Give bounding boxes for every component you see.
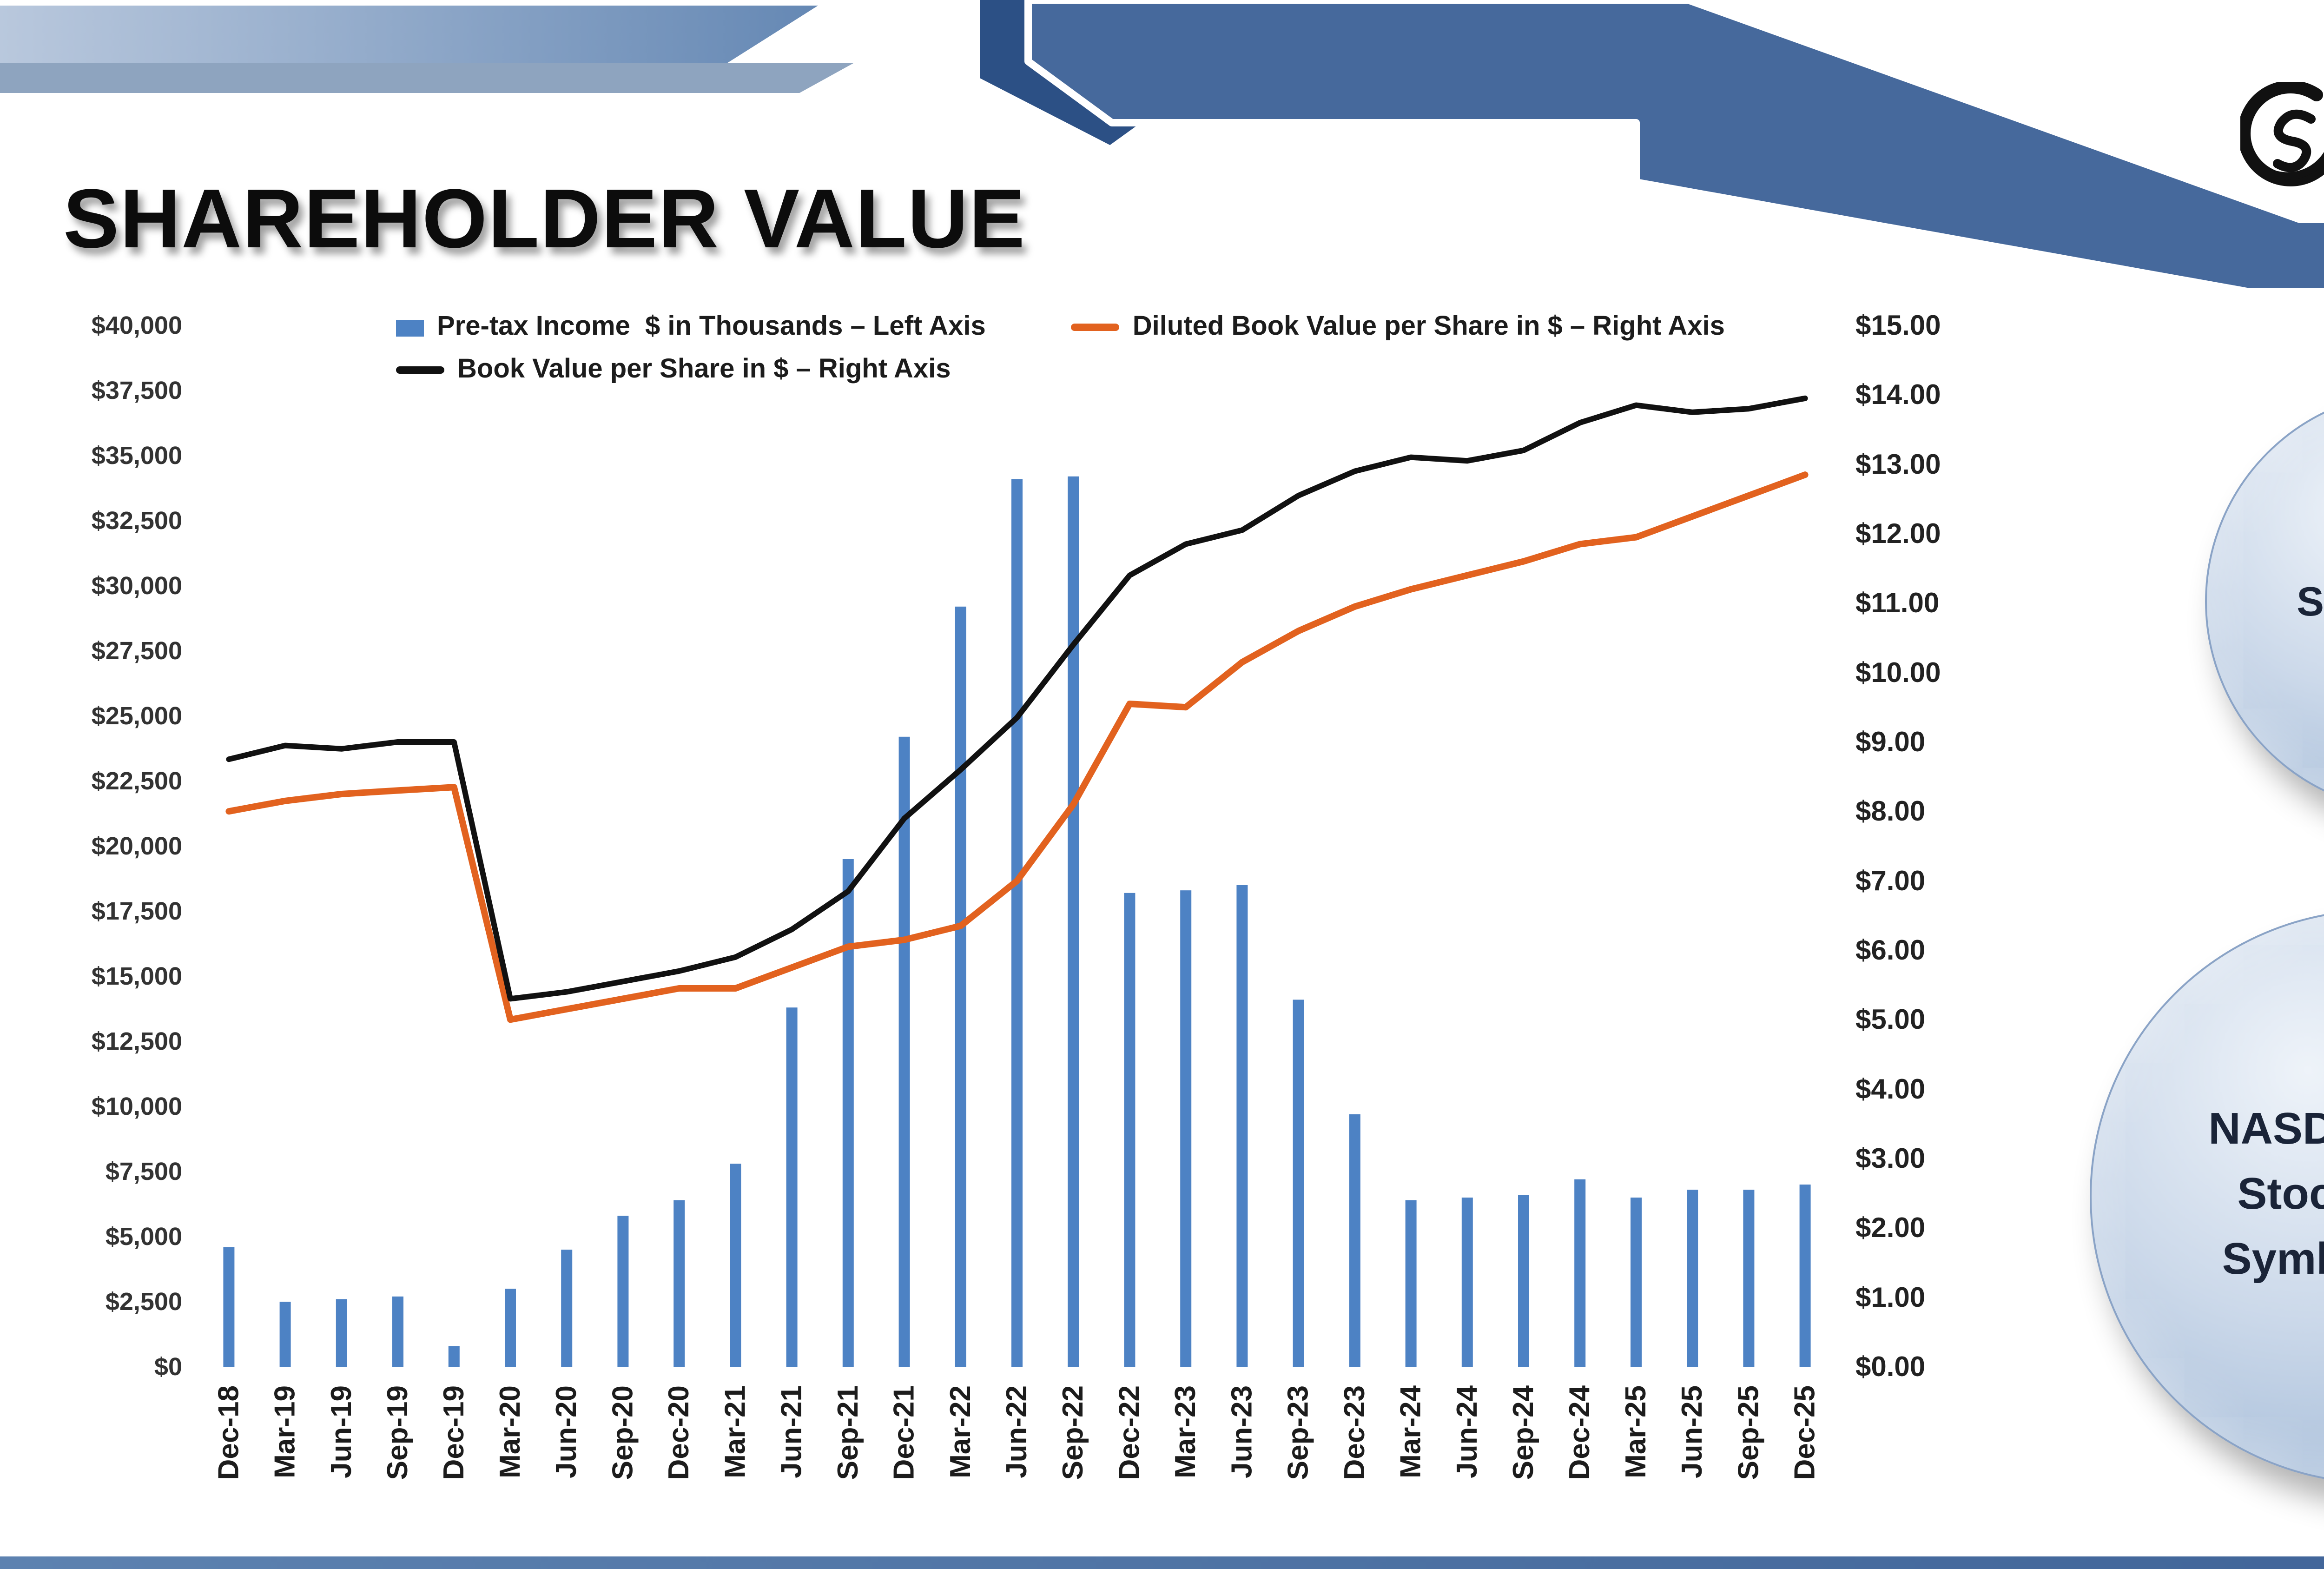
- svg-text:Dec-25: Dec-25: [1789, 1385, 1821, 1480]
- svg-text:Mar-21: Mar-21: [719, 1385, 751, 1478]
- svg-text:$1.00: $1.00: [1855, 1282, 1925, 1313]
- growing-badge-line-3: Value: [2297, 631, 2324, 691]
- svg-text:Dec-19: Dec-19: [438, 1385, 470, 1480]
- legend-item-pretax-income: Pre-tax Income $ in Thousands – Left Axi…: [396, 312, 986, 342]
- svg-text:Sep-25: Sep-25: [1732, 1385, 1764, 1480]
- svg-text:$3.00: $3.00: [1855, 1143, 1925, 1174]
- svg-text:$7.00: $7.00: [1855, 865, 1925, 896]
- legend-item-diluted-book-value: Diluted Book Value per Share in $ – Righ…: [1071, 312, 1725, 342]
- nasdaq-badge-text: NASDAQ Listed Stock- Ticker Symbol: CPSS: [2208, 1099, 2324, 1294]
- svg-text:Jun-25: Jun-25: [1676, 1385, 1708, 1478]
- svg-text:$15,000: $15,000: [92, 962, 182, 990]
- top-banner-decoration: [0, 0, 2324, 296]
- svg-text:$40,000: $40,000: [92, 311, 182, 339]
- svg-text:$8.00: $8.00: [1855, 795, 1925, 827]
- svg-text:Mar-19: Mar-19: [269, 1385, 301, 1478]
- svg-text:$20,000: $20,000: [92, 832, 182, 860]
- legend-bar-marker: [396, 319, 424, 336]
- banner-gradient-bar: [0, 6, 818, 63]
- svg-text:Dec-23: Dec-23: [1339, 1385, 1371, 1480]
- svg-text:Sep-19: Sep-19: [382, 1385, 414, 1480]
- svg-text:Jun-21: Jun-21: [776, 1385, 808, 1478]
- svg-text:$4.00: $4.00: [1855, 1073, 1925, 1105]
- svg-text:Dec-22: Dec-22: [1113, 1385, 1145, 1480]
- svg-text:Jun-23: Jun-23: [1226, 1385, 1258, 1478]
- svg-text:$5.00: $5.00: [1855, 1004, 1925, 1035]
- svg-text:$10.00: $10.00: [1855, 657, 1941, 688]
- svg-text:$12,500: $12,500: [92, 1027, 182, 1055]
- legend-label-diluted-book-value: Diluted Book Value per Share in $ – Righ…: [1132, 312, 1725, 342]
- growing-shareholder-value-badge: Growing Shareholder Value: [2205, 391, 2324, 813]
- svg-text:$32,500: $32,500: [92, 507, 182, 535]
- svg-text:Sep-24: Sep-24: [1507, 1385, 1539, 1480]
- svg-text:Mar-22: Mar-22: [944, 1385, 977, 1478]
- nasdaq-badge-line-3: Symbol: CPSS: [2222, 1234, 2324, 1285]
- svg-text:$17,500: $17,500: [92, 897, 182, 925]
- svg-text:Jun-19: Jun-19: [325, 1385, 357, 1478]
- svg-text:Dec-18: Dec-18: [212, 1385, 244, 1480]
- banner-main-ribbon: [1024, 0, 2324, 296]
- svg-text:$14.00: $14.00: [1855, 379, 1941, 410]
- chart-plot-area: $0 $2,500 $5,000 $7,500 $10,000 $12,500 $15,00…: [92, 310, 1941, 1480]
- svg-text:Sep-22: Sep-22: [1057, 1385, 1089, 1480]
- svg-text:Dec-21: Dec-21: [888, 1385, 920, 1480]
- svg-text:$25,000: $25,000: [92, 702, 182, 730]
- cps-logo-swirl-icon: [2240, 82, 2324, 186]
- svg-text:$9.00: $9.00: [1855, 726, 1925, 757]
- legend-label-pretax-income: Pre-tax Income $ in Thousands – Left Axi…: [437, 312, 986, 342]
- svg-text:$11.00: $11.00: [1855, 587, 1939, 618]
- nasdaq-badge-line-2: Stock- Ticker: [2237, 1170, 2324, 1220]
- svg-text:Sep-23: Sep-23: [1282, 1385, 1314, 1480]
- svg-text:Sep-20: Sep-20: [607, 1385, 639, 1480]
- svg-text:Mar-20: Mar-20: [494, 1385, 526, 1478]
- svg-text:$2.00: $2.00: [1855, 1212, 1925, 1243]
- banner-gray-sliver: [0, 63, 853, 93]
- svg-text:$10,000: $10,000: [92, 1092, 182, 1120]
- growing-badge-line-1: Growing: [2297, 513, 2324, 572]
- svg-text:Mar-25: Mar-25: [1620, 1385, 1652, 1478]
- legend-item-book-value: Book Value per Share in $ – Right Axis: [396, 355, 951, 385]
- svg-text:Mar-24: Mar-24: [1395, 1385, 1427, 1478]
- svg-text:$5,000: $5,000: [106, 1223, 182, 1251]
- legend-label-book-value: Book Value per Share in $ – Right Axis: [457, 355, 951, 385]
- svg-text:$35,000: $35,000: [92, 442, 182, 470]
- nasdaq-badge-line-1: NASDAQ Listed: [2208, 1105, 2324, 1156]
- svg-text:$30,000: $30,000: [92, 572, 182, 600]
- svg-text:$6.00: $6.00: [1855, 934, 1925, 966]
- svg-text:Jun-22: Jun-22: [1001, 1385, 1033, 1478]
- svg-text:Sep-21: Sep-21: [832, 1385, 864, 1480]
- svg-text:$7,500: $7,500: [106, 1158, 182, 1185]
- svg-text:Dec-24: Dec-24: [1564, 1385, 1596, 1480]
- svg-text:Mar-23: Mar-23: [1169, 1385, 1202, 1478]
- svg-text:$12.00: $12.00: [1855, 518, 1941, 549]
- growing-badge-line-2: Shareholder: [2297, 577, 2324, 624]
- svg-text:Jun-20: Jun-20: [550, 1385, 582, 1478]
- svg-text:$2,500: $2,500: [106, 1288, 182, 1316]
- svg-text:$0.00: $0.00: [1855, 1351, 1925, 1382]
- cps-logo: CPS: [2240, 82, 2324, 190]
- legend-black-line-marker: [396, 367, 444, 373]
- svg-text:$27,500: $27,500: [92, 637, 182, 665]
- svg-text:$15.00: $15.00: [1855, 310, 1941, 341]
- svg-text:$22,500: $22,500: [92, 767, 182, 795]
- legend-orange-line-marker: [1071, 324, 1120, 331]
- svg-text:Dec-20: Dec-20: [663, 1385, 695, 1480]
- page-title: SHAREHOLDER VALUE: [63, 171, 1026, 266]
- growing-badge-text: Growing Shareholder Value: [2297, 513, 2324, 691]
- bottom-blue-strip: [0, 1556, 2324, 1569]
- svg-text:Jun-24: Jun-24: [1451, 1385, 1483, 1478]
- svg-text:$37,500: $37,500: [92, 377, 182, 404]
- shareholder-value-chart: $0 $2,500 $5,000 $7,500 $10,000 $12,500 $15,00…: [52, 279, 1986, 1562]
- chart-legend: Pre-tax Income $ in Thousands – Left Axi…: [396, 312, 1725, 385]
- nasdaq-listed-badge: NASDAQ Listed Stock- Ticker Symbol: CPSS: [2090, 909, 2324, 1484]
- svg-text:$0: $0: [154, 1353, 182, 1381]
- svg-text:$13.00: $13.00: [1855, 449, 1941, 480]
